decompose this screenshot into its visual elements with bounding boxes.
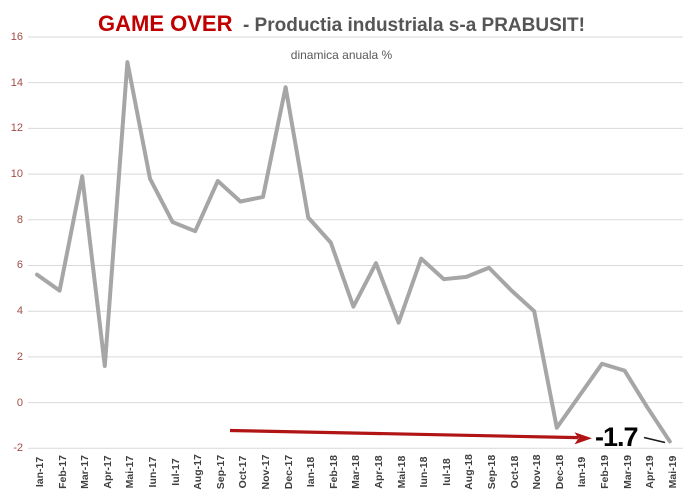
y-axis-tick-label: 8 xyxy=(16,213,23,226)
y-axis-tick-label: -2 xyxy=(13,442,23,455)
x-axis-tick-label: Mai-17 xyxy=(124,455,137,489)
trend-arrow-head xyxy=(574,432,592,445)
last-value-label: -1.7 xyxy=(595,422,639,452)
y-axis-tick-label: 6 xyxy=(16,259,23,272)
x-axis-tick-label: Dec-18 xyxy=(553,454,566,490)
x-axis-tick-label: Ian-19 xyxy=(576,456,589,488)
y-axis-tick-label: 10 xyxy=(10,168,23,181)
x-axis-tick-label: Mar-17 xyxy=(79,455,92,489)
x-axis-tick-label: Mai-19 xyxy=(666,455,679,489)
y-axis-tick-label: 12 xyxy=(10,122,23,135)
y-axis-tick-label: 2 xyxy=(16,350,23,363)
x-axis-tick-label: Feb-19 xyxy=(599,455,611,489)
y-axis-tick-label: 14 xyxy=(10,76,23,89)
x-axis-tick-label: Nov-18 xyxy=(531,454,544,490)
x-axis-tick-label: Aug-18 xyxy=(463,454,476,490)
chart-title-highlight: GAME OVER xyxy=(98,11,233,36)
x-axis-tick-label: Apr-17 xyxy=(101,455,114,489)
x-axis-tick-label: Aug-17 xyxy=(192,454,205,490)
x-axis-tick-label: Oct-18 xyxy=(508,455,521,489)
x-axis-tick-label: Mai-18 xyxy=(395,455,408,489)
y-axis-tick-label: 4 xyxy=(16,305,23,318)
x-axis-tick-label: Iun-18 xyxy=(418,456,431,488)
x-axis-tick-label: Oct-17 xyxy=(237,455,250,489)
x-axis-tick-label: Sep-17 xyxy=(214,454,227,490)
x-axis-tick-label: Mar-18 xyxy=(350,455,363,489)
x-axis-tick-label: Feb-17 xyxy=(56,455,69,489)
x-axis-tick-label: Iul-18 xyxy=(440,458,453,486)
x-axis-tick-label: Feb-18 xyxy=(327,455,340,489)
trend-arrow-icon xyxy=(229,428,592,445)
x-axis-tick-label: Mar-19 xyxy=(621,455,634,489)
x-axis-tick-label: Apr-18 xyxy=(373,455,385,489)
y-axis-tick-label: 0 xyxy=(16,396,23,409)
trend-arrow-shaft xyxy=(229,428,579,440)
chart-subtitle: dinamica anuala % xyxy=(290,48,393,62)
x-axis-tick-label: Dec-17 xyxy=(282,454,295,490)
x-axis-tick-label: Iul-17 xyxy=(169,458,182,486)
label-leader-line xyxy=(643,436,666,444)
chart-title: GAME OVER - Productia industriala s-a PR… xyxy=(0,10,683,41)
chart-title-rest: - Productia industriala s-a PRABUSIT! xyxy=(242,15,585,36)
gridlines xyxy=(28,36,683,449)
x-axis-tick-label: Ian-17 xyxy=(34,456,46,488)
x-axis-tick-label: Nov-17 xyxy=(260,454,272,490)
x-axis-tick-label: Apr-19 xyxy=(644,455,657,489)
x-axis-tick-label: Ian-18 xyxy=(305,456,318,488)
x-axis-tick-label: Sep-18 xyxy=(486,454,498,490)
data-line xyxy=(35,60,672,444)
y-axis-tick-label: 16 xyxy=(10,30,23,43)
x-axis-tick-label: Iun-17 xyxy=(147,456,159,488)
